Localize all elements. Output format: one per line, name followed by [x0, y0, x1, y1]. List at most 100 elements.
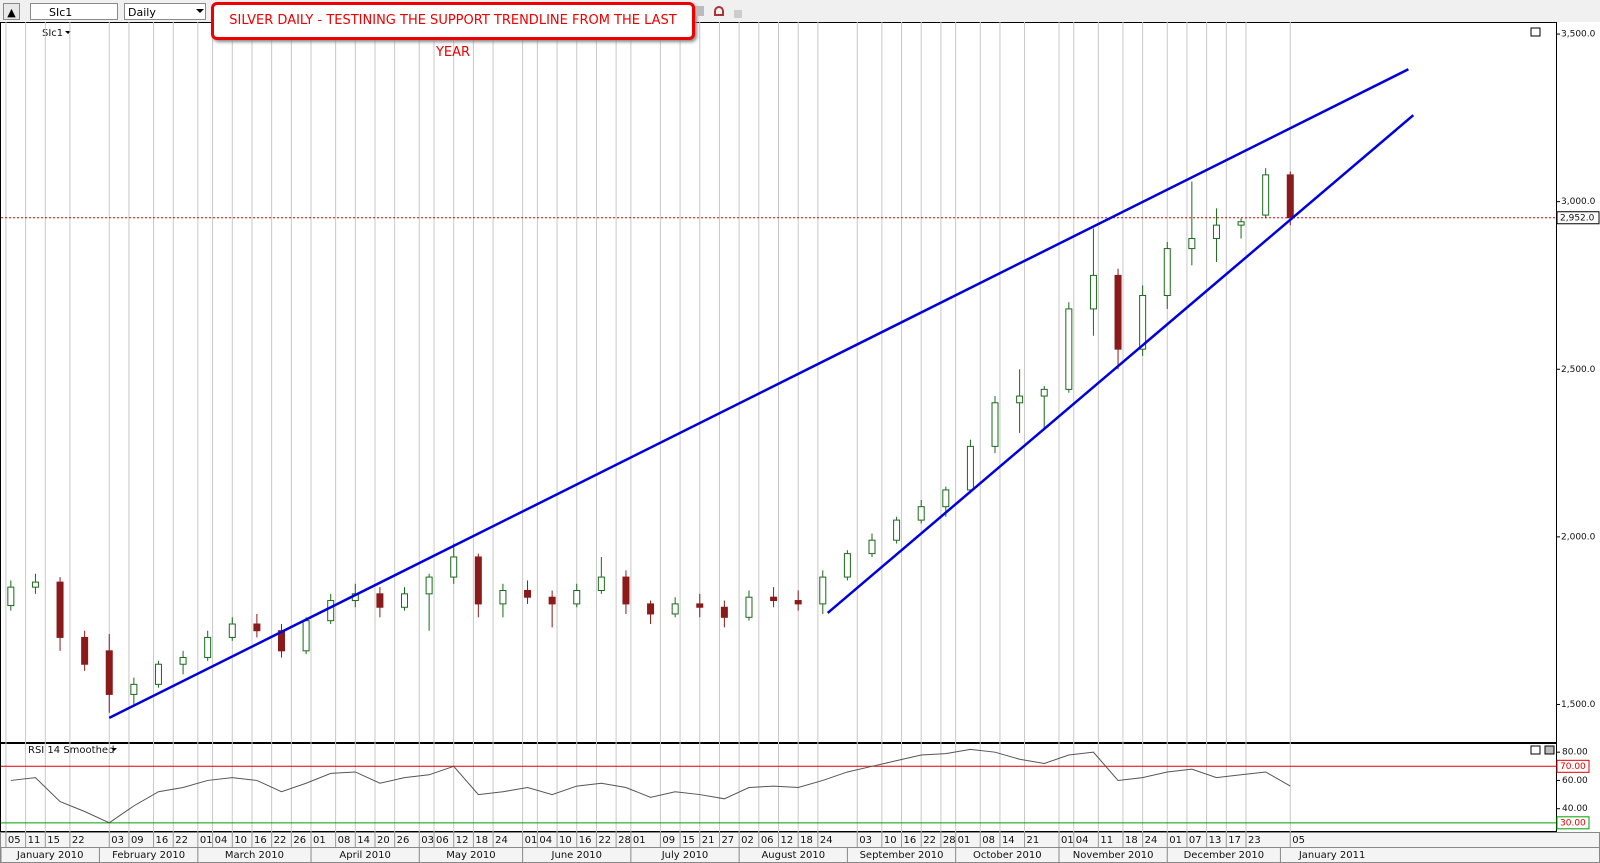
x-tick-label: 04 [1076, 835, 1089, 846]
x-tick-label: 18 [1125, 835, 1138, 846]
x-tick-label: 15 [47, 835, 60, 846]
x-tick-label: 06 [761, 835, 774, 846]
candle-body [81, 636, 89, 665]
month-label: April 2010 [339, 850, 390, 861]
candle-body [745, 596, 753, 618]
candle-body [1114, 274, 1122, 350]
x-tick-label: 04 [215, 835, 228, 846]
y-tick-label: 1,500.0 [1561, 700, 1596, 710]
x-tick-label: 13 [1209, 835, 1222, 846]
interval-select[interactable]: Daily [124, 3, 206, 20]
x-tick-label: 10 [234, 835, 247, 846]
candle-body [991, 402, 999, 447]
x-tick-label: 11 [1100, 835, 1113, 846]
rsi-line [10, 748, 1291, 824]
x-tick-label: 01 [200, 835, 213, 846]
x-tick-label: 01 [313, 835, 326, 846]
x-tick-label: 04 [539, 835, 552, 846]
candle-body [1089, 274, 1097, 310]
x-tick-label: 21 [1027, 835, 1040, 846]
y-tick-label: 2,500.0 [1561, 365, 1596, 375]
x-tick-label: 08 [338, 835, 351, 846]
candle-body [425, 576, 433, 595]
candle-body [1212, 224, 1220, 240]
x-tick-label: 08 [982, 835, 995, 846]
x-tick-label: 14 [1002, 835, 1015, 846]
annotation: SILVER DAILY - TESTINING THE SUPPORT TRE… [211, 2, 695, 60]
candle-body [794, 600, 802, 605]
candle-body [450, 556, 458, 578]
candle-body [647, 603, 655, 615]
toolbar-icon[interactable] [714, 6, 724, 16]
toolbar-icon[interactable] [696, 6, 704, 16]
dropdown-arrow[interactable] [111, 748, 117, 751]
select-arrow [196, 9, 204, 17]
x-tick-label: 18 [475, 835, 488, 846]
candle-body [573, 589, 581, 605]
candle-body [56, 581, 64, 638]
y-tick-label: 40.00 [1562, 804, 1588, 814]
toolbar-icon[interactable] [734, 10, 742, 18]
candle-body [671, 603, 679, 615]
x-tick-label: 10 [884, 835, 897, 846]
x-tick-label: 22 [175, 835, 188, 846]
candle-body [1139, 295, 1147, 350]
x-tick-label: 24 [1145, 835, 1158, 846]
candle-body [819, 576, 827, 605]
candle-body [770, 596, 778, 602]
x-tick-label: 14 [357, 835, 370, 846]
candle-body [548, 596, 556, 605]
close-icon[interactable] [1544, 745, 1555, 755]
trendline [108, 68, 1409, 719]
y-tick-label: 60.00 [1562, 776, 1588, 786]
candle-body [1040, 388, 1048, 397]
x-tick-label: 23 [1248, 835, 1261, 846]
x-tick-label: 28 [618, 835, 631, 846]
symbol-legend: SIc1 [42, 28, 63, 39]
x-tick-label: 22 [598, 835, 611, 846]
candle-body [7, 586, 15, 607]
x-tick-label: 16 [254, 835, 267, 846]
x-tick-label: 01 [525, 835, 538, 846]
candle-body [154, 663, 162, 685]
month-label: March 2010 [225, 850, 284, 861]
candle-body [622, 576, 630, 605]
symbol-input[interactable]: SIc1 [30, 3, 118, 20]
maximize-icon[interactable] [1530, 745, 1541, 755]
y-tick-label: 3,500.0 [1561, 30, 1596, 40]
candle-body [302, 620, 310, 652]
candle-body [130, 683, 138, 695]
candle-body [401, 593, 409, 608]
x-tick-label: 03 [111, 835, 124, 846]
x-tick-label: 16 [579, 835, 592, 846]
x-tick-label: 10 [559, 835, 572, 846]
month-label: January 2010 [16, 850, 84, 861]
x-tick-label: 01 [633, 835, 646, 846]
trendline [826, 114, 1415, 614]
month-label: September 2010 [860, 850, 944, 861]
candle-body [499, 589, 507, 605]
candle-body [696, 603, 704, 608]
x-tick-label: 22 [72, 835, 85, 846]
current-price-label: 2,952.0 [1560, 213, 1595, 223]
candle-body [228, 623, 236, 638]
x-tick-label: 06 [436, 835, 449, 846]
maximize-icon[interactable] [1530, 27, 1541, 37]
x-tick-label: 12 [781, 835, 794, 846]
candle-body [327, 600, 335, 622]
month-label: June 2010 [551, 850, 602, 861]
x-tick-label: 05 [1292, 835, 1305, 846]
x-tick-label: 02 [741, 835, 754, 846]
x-tick-label: 09 [662, 835, 675, 846]
x-tick-label: 01 [1061, 835, 1074, 846]
x-tick-label: 05 [8, 835, 21, 846]
level-label: 70.00 [1560, 762, 1586, 772]
y-tick-label: 80.00 [1562, 748, 1588, 758]
level-label: 30.00 [1560, 818, 1586, 828]
x-tick-label: 01 [1169, 835, 1182, 846]
scroll-button[interactable]: ▲ [3, 3, 20, 20]
candle-body [105, 650, 113, 695]
x-tick-label: 27 [721, 835, 734, 846]
